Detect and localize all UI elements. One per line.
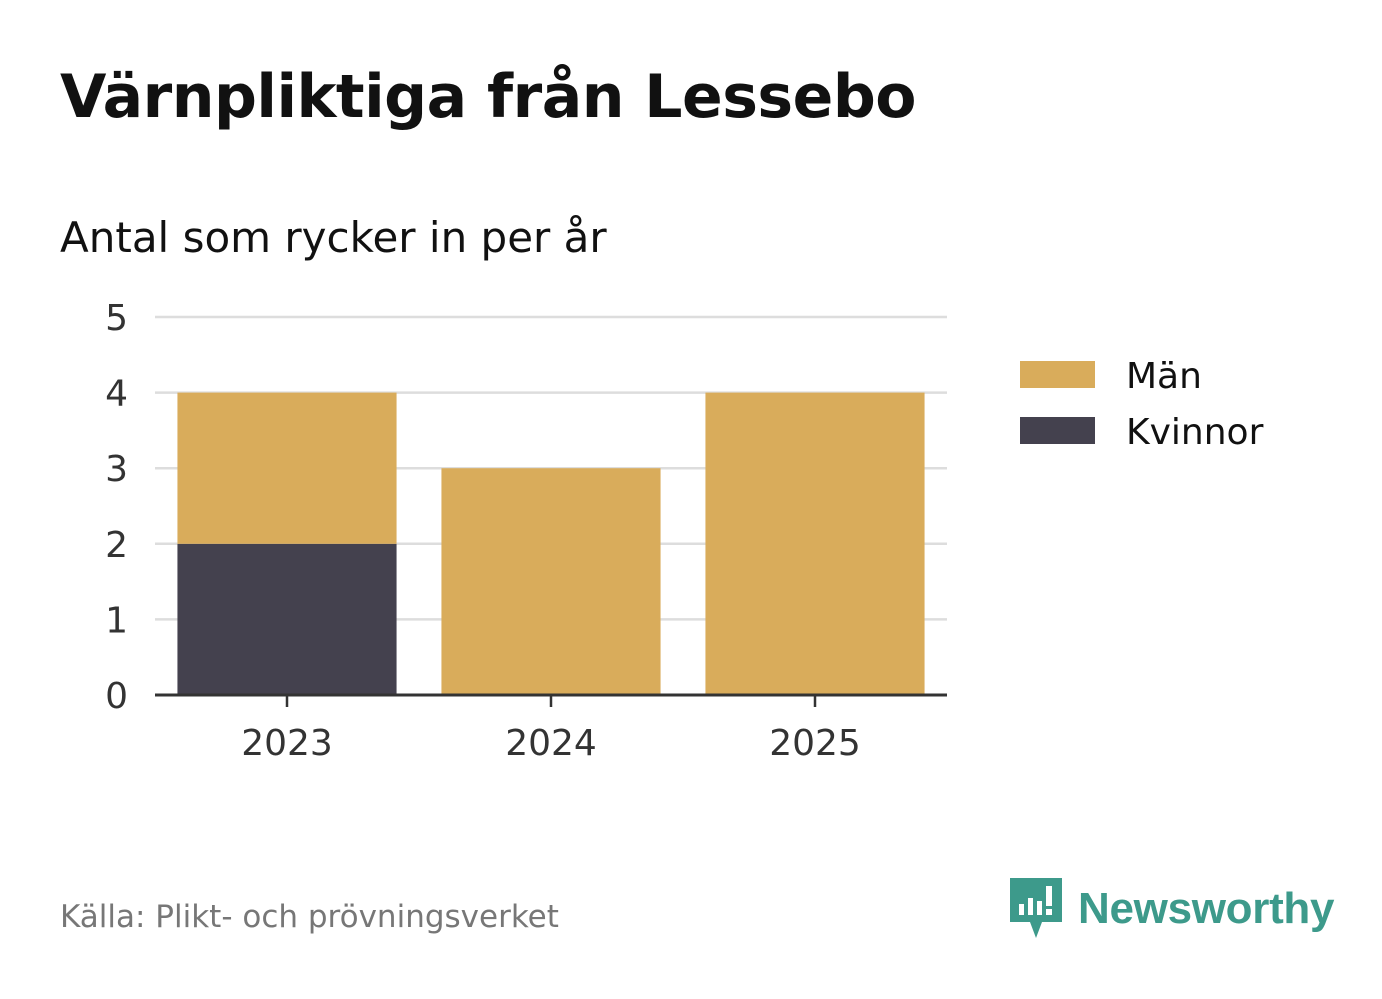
bars xyxy=(177,392,925,695)
legend-label-män: Män xyxy=(1126,356,1202,397)
y-tick-label: 1 xyxy=(105,600,128,641)
bar-män-2025 xyxy=(705,392,925,695)
newsworthy-logo-icon xyxy=(1010,878,1062,938)
bar-kvinnor-2023 xyxy=(177,543,397,695)
y-tick-label: 0 xyxy=(105,676,128,717)
brand-name: Newsworthy xyxy=(1078,884,1335,933)
x-tick-label: 2024 xyxy=(505,723,597,764)
source-note: Källa: Plikt- och prövningsverket xyxy=(60,899,559,935)
legend-swatch-män xyxy=(1020,361,1095,388)
y-tick-label: 5 xyxy=(105,298,128,339)
bar-män-2023 xyxy=(177,392,397,544)
legend-swatch-kvinnor xyxy=(1020,417,1095,444)
chart-title: Värnpliktiga från Lessebo xyxy=(60,62,917,132)
bar-män-2024 xyxy=(441,468,661,695)
legend: Män Kvinnor xyxy=(1020,356,1264,453)
chart-subtitle: Antal som rycker in per år xyxy=(60,213,607,262)
axes: 0 1 2 3 4 5 2023 2024 2025 xyxy=(105,298,947,764)
x-tick-label: 2023 xyxy=(241,723,333,764)
y-tick-label: 4 xyxy=(105,374,128,415)
y-tick-label: 3 xyxy=(105,449,128,490)
y-tick-label: 2 xyxy=(105,525,128,566)
brand-logo: Newsworthy xyxy=(1010,878,1334,940)
legend-label-kvinnor: Kvinnor xyxy=(1126,412,1264,453)
x-tick-label: 2025 xyxy=(769,723,861,764)
